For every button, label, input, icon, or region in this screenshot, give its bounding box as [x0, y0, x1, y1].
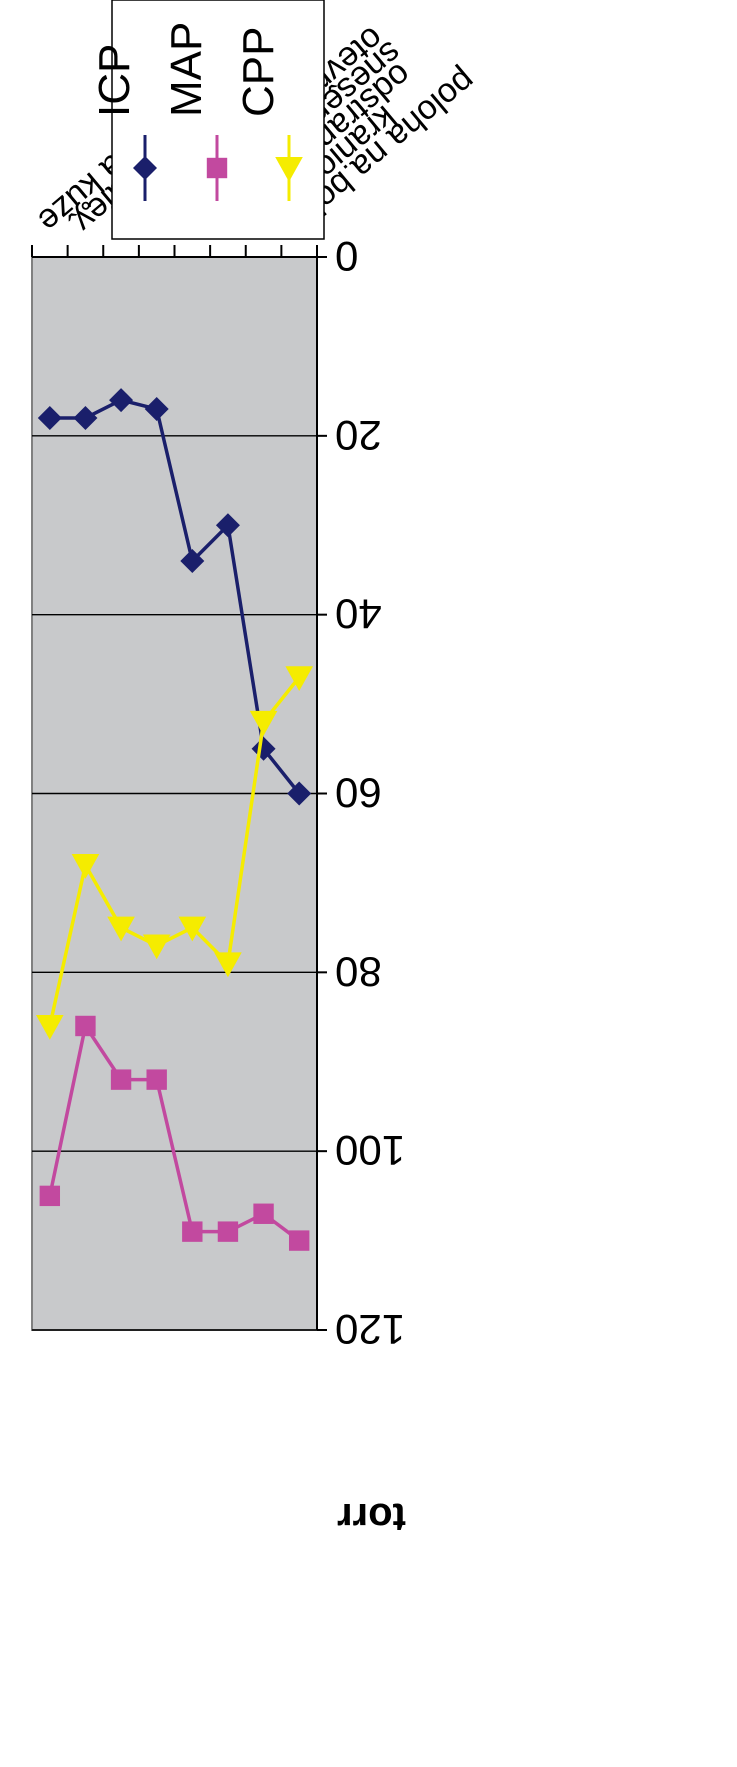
data-point-cpp	[107, 916, 135, 942]
legend-label: ICP	[90, 44, 139, 117]
data-point-map	[39, 1185, 61, 1207]
data-point-map	[217, 1221, 239, 1242]
data-point-icp	[37, 405, 62, 430]
legend-label: CPP	[234, 27, 283, 117]
y-tick-label: 40	[335, 591, 382, 638]
data-point-map	[75, 1015, 96, 1037]
data-point-cpp	[36, 1014, 64, 1040]
data-point-icp	[109, 388, 134, 413]
y-axis-ticks: 0 20 40 60 80 100 120	[335, 233, 405, 1353]
data-point-icp	[73, 405, 98, 430]
data-point-map	[146, 1069, 167, 1090]
data-point-map	[253, 1203, 274, 1224]
data-point-cpp	[249, 710, 278, 736]
data-point-map	[288, 1230, 310, 1251]
y-tick-label: 100	[335, 1127, 405, 1174]
legend: ICP MAP CPP	[90, 0, 325, 240]
data-point-cpp	[142, 934, 171, 960]
series-cpp	[36, 666, 313, 1040]
data-point-icp	[180, 549, 205, 574]
legend-label: MAP	[162, 22, 211, 117]
data-point-cpp	[214, 952, 242, 978]
axes	[31, 245, 327, 1331]
legend-item-map: MAP	[162, 22, 228, 201]
legend-item-icp: ICP	[90, 44, 157, 201]
y-tick-label: 120	[335, 1306, 405, 1353]
data-point-cpp	[285, 666, 313, 692]
series-line	[48, 676, 301, 1027]
data-point-cpp	[178, 916, 207, 942]
data-point-icp	[215, 513, 240, 538]
legend-marker	[133, 156, 157, 180]
data-point-map	[110, 1069, 132, 1090]
y-tick-label: 60	[335, 770, 382, 817]
y-tick-label: 80	[335, 948, 382, 995]
y-axis-label: torr	[337, 1495, 406, 1539]
series-map	[39, 1015, 310, 1251]
legend-marker	[206, 157, 228, 179]
legend-marker	[275, 156, 303, 182]
y-tick-label: 0	[335, 233, 358, 280]
data-point-icp	[144, 397, 169, 422]
legend-box	[111, 0, 325, 240]
data-point-map	[182, 1221, 203, 1242]
data-point-icp	[287, 781, 312, 806]
data-point-cpp	[71, 853, 100, 879]
legend-item-cpp: CPP	[234, 27, 303, 201]
series-lines	[36, 388, 313, 1251]
y-tick-label: 20	[335, 412, 382, 459]
